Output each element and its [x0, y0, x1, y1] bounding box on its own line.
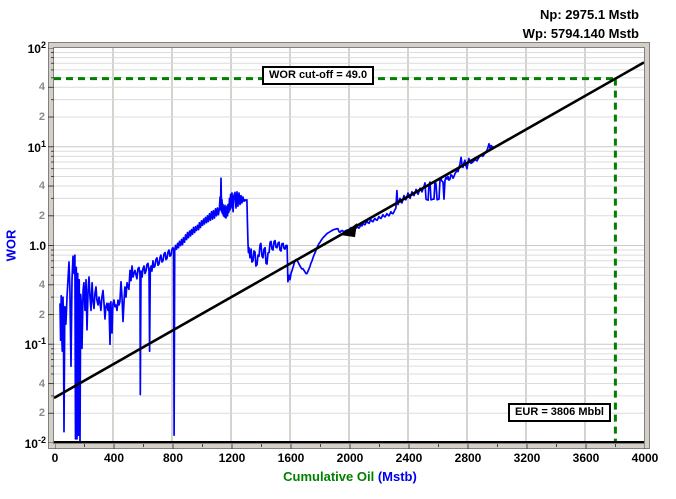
x-axis-title-main: Cumulative Oil: [283, 469, 375, 484]
plot-frame: WOR cut-off = 49.0 EUR = 3806 Mbbl: [48, 42, 650, 449]
x-tick-label: 2400: [395, 451, 423, 465]
x-axis-ticks: [55, 444, 645, 449]
wor-cutoff-callout: WOR cut-off = 49.0: [262, 66, 375, 85]
y-tick-label: 10-1: [24, 336, 46, 353]
y-minor-tick-label: 2: [38, 209, 45, 222]
x-tick-label: 400: [103, 451, 125, 465]
y-minor-tick-label: 2: [38, 111, 45, 124]
results-readout: Np: 2975.1 Mstb Wp: 5794.140 Mstb: [523, 5, 639, 43]
y-tick-label: 102: [27, 40, 46, 56]
y-axis-ticks: [48, 48, 54, 443]
y-tick-label: 10-2: [24, 435, 46, 451]
y-axis-title: WOR: [3, 229, 19, 262]
x-tick-label: 1200: [218, 451, 246, 465]
x-tick-label: 3600: [572, 451, 600, 465]
y-minor-tick-label: 2: [38, 407, 45, 420]
wp-value: Wp: 5794.140 Mstb: [522, 26, 639, 41]
x-tick-label: 4000: [631, 451, 659, 465]
x-tick-label: 800: [162, 451, 184, 465]
x-tick-label: 0: [51, 451, 59, 465]
y-minor-tick-label: 4: [38, 377, 45, 390]
eur-callout: EUR = 3806 Mbbl: [508, 403, 611, 422]
x-axis-title-unit: (Mstb): [374, 469, 417, 484]
x-tick-label: 2000: [336, 451, 364, 465]
y-tick-label: 101: [27, 138, 46, 155]
y-axis-labels: 102 101 1.0 10-1 10-2 4 2 4 2 4 2 4 2: [0, 40, 46, 451]
y-tick-label: 1.0: [29, 238, 46, 253]
x-tick-label: 1600: [277, 451, 305, 465]
plot-area: WOR cut-off = 49.0 EUR = 3806 Mbbl: [53, 47, 645, 444]
y-minor-tick-label: 4: [38, 278, 45, 291]
x-axis-labels: 0 400 800 1200 1600 2000 2400 2800 3200 3600 4000: [51, 451, 659, 467]
x-axis-title: Cumulative Oil (Mstb): [55, 469, 645, 484]
x-tick-label: 2800: [454, 451, 482, 465]
gridlines: [54, 48, 644, 443]
y-minor-tick-label: 4: [38, 180, 45, 193]
x-tick-label: 3200: [513, 451, 541, 465]
y-minor-tick-label: 4: [38, 81, 45, 94]
y-minor-tick-label: 2: [38, 308, 45, 321]
trend-marker: [341, 223, 357, 238]
np-value: Np: 2975.1 Mstb: [540, 7, 639, 22]
wor-chart-canvas: [54, 48, 644, 443]
